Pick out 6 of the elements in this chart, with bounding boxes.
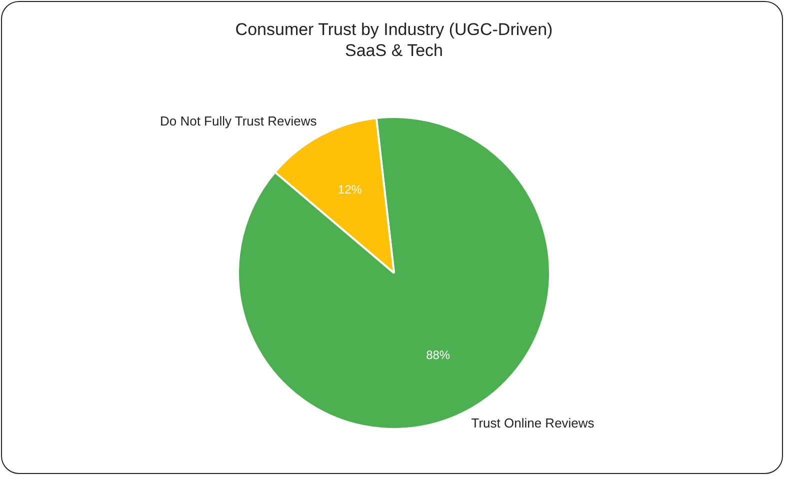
data-label: 88%: [426, 348, 450, 362]
slice-label: Do Not Fully Trust Reviews: [160, 113, 318, 128]
data-label: 12%: [338, 182, 362, 197]
slice-label: Trust Online Reviews: [471, 416, 595, 431]
chart-subtitle: SaaS & Tech: [345, 41, 443, 60]
chart-title: Consumer Trust by Industry (UGC-Driven): [235, 20, 553, 39]
